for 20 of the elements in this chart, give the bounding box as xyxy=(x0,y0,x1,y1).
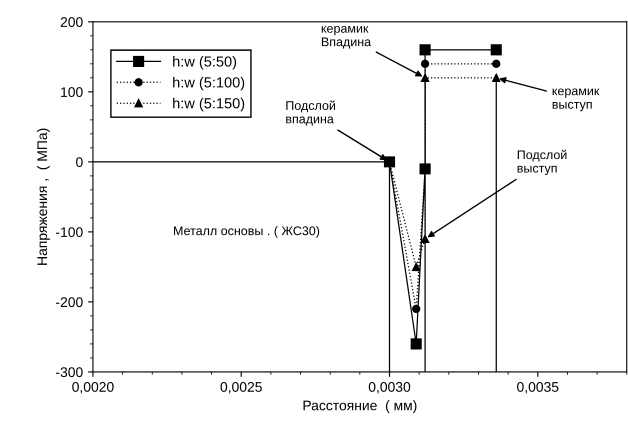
y-tick-label: -100 xyxy=(56,227,83,238)
x-axis-title: Расстояние ( мм) xyxy=(304,400,416,414)
y-tick-label: 100 xyxy=(61,87,83,98)
y-axis-title: Напряжения , ( МПа) xyxy=(36,128,50,265)
y-tick-label: 200 xyxy=(60,17,83,27)
annotation: керамик Впадина xyxy=(322,26,372,49)
x-tick-label: 0,0025 xyxy=(220,382,262,394)
annotation: Подслой выступ xyxy=(518,150,566,176)
y-tick-label: -300 xyxy=(56,367,83,378)
x-tick-label: 0,0030 xyxy=(368,382,410,394)
legend-label: h:w (5:50) xyxy=(173,56,236,70)
y-tick-label: 0 xyxy=(76,157,83,168)
annotation: керамик выступ xyxy=(552,88,600,112)
legend-label: h:w (5:150) xyxy=(173,98,244,112)
annotation: Металл основы . ( ЖС30) xyxy=(174,226,320,238)
x-tick-label: 0,0035 xyxy=(517,382,558,394)
y-tick-label: -200 xyxy=(56,297,83,308)
annotation: Подслой впадина xyxy=(286,100,336,126)
x-tick-label: 0,0020 xyxy=(72,382,114,394)
legend-label: h:w (5:100) xyxy=(173,76,244,90)
